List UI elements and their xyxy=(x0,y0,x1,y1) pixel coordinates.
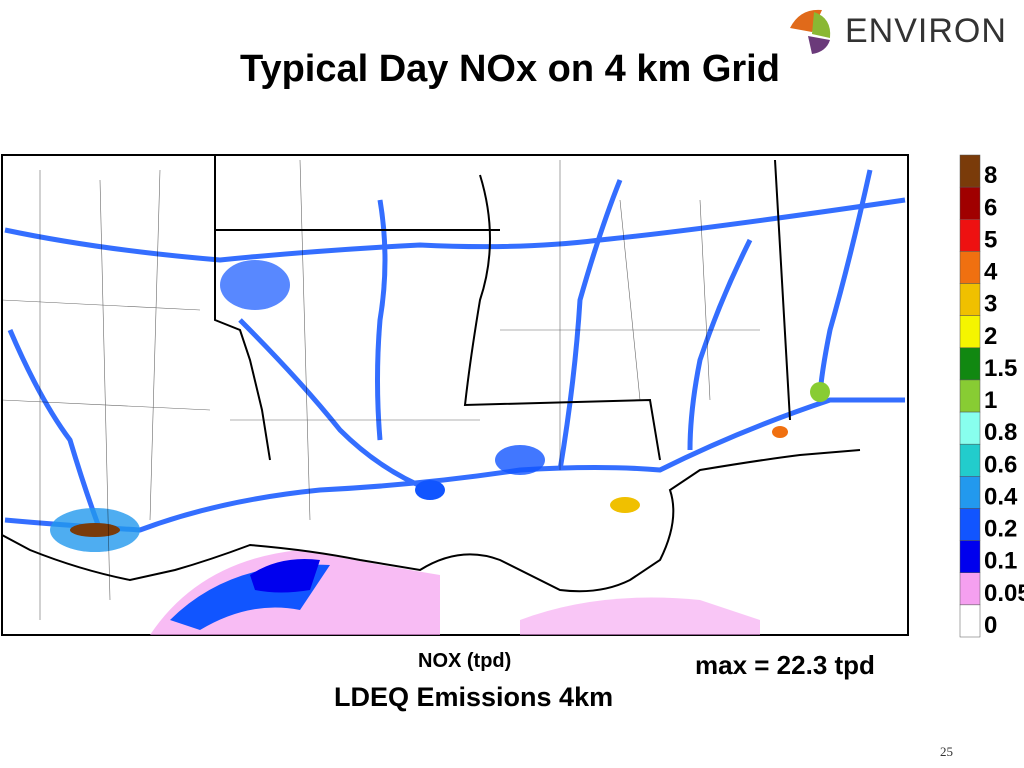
legend-label: 0.05 xyxy=(984,580,1024,607)
legend-swatch xyxy=(959,476,981,509)
legend-label: 3 xyxy=(984,291,997,318)
legend-swatch xyxy=(959,443,981,477)
map xyxy=(1,154,909,636)
legend-label: 0.2 xyxy=(984,516,1017,543)
hotspots xyxy=(50,260,830,552)
legend-label: 6 xyxy=(984,194,997,221)
legend-label: 0.8 xyxy=(984,419,1017,446)
legend-label: 8 xyxy=(984,162,997,189)
legend-swatch xyxy=(959,219,981,252)
legend-swatch xyxy=(959,379,981,413)
legend-swatch xyxy=(959,508,981,541)
legend-label: 0.6 xyxy=(984,451,1017,478)
legend-swatch xyxy=(959,604,981,638)
legend-swatch xyxy=(959,540,981,573)
slide-title: Typical Day NOx on 4 km Grid xyxy=(240,48,780,90)
legend-label: 0.4 xyxy=(984,483,1018,510)
legend-label: 1 xyxy=(984,387,997,414)
legend-label: 1.5 xyxy=(984,355,1017,382)
legend-swatch xyxy=(959,186,981,220)
legend-swatch xyxy=(959,315,981,349)
units-label: NOX (tpd) xyxy=(418,650,512,672)
legend-swatch xyxy=(959,154,981,188)
logo-text: ENVIRON xyxy=(845,12,1007,50)
legend-label: 2 xyxy=(984,323,997,350)
legend-swatch xyxy=(959,411,981,445)
legend-swatch xyxy=(959,347,981,381)
legend-label: 0.1 xyxy=(984,548,1017,575)
legend-swatch xyxy=(959,572,981,606)
legend-label: 4 xyxy=(984,259,998,286)
color-legend: 8 6 5 4 3 2 1.5 1 0.8 0.6 0.4 0.2 0.1 0.05 0 xyxy=(959,154,1024,639)
legend-swatch xyxy=(959,251,981,284)
legend-swatch xyxy=(959,283,981,316)
logo-mark xyxy=(790,9,831,54)
page-number: 25 xyxy=(940,744,953,759)
map-caption: LDEQ Emissions 4km xyxy=(334,682,614,712)
legend-label: 0 xyxy=(984,612,997,639)
max-label: max = 22.3 tpd xyxy=(695,650,875,680)
legend-label: 5 xyxy=(984,226,997,253)
